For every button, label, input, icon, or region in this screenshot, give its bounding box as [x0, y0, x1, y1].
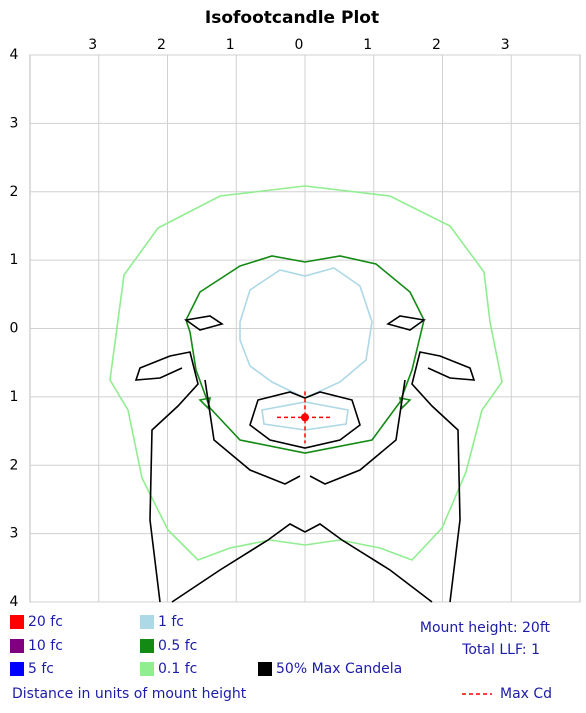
y-tick-label: 3 — [10, 526, 19, 542]
x-tick-label: 3 — [88, 37, 97, 53]
y-tick-label: 0 — [10, 321, 19, 337]
y-tick-label: 2 — [10, 184, 19, 200]
y-tick-label: 3 — [10, 115, 19, 131]
x-tick-label: 2 — [432, 37, 441, 53]
x-tick-label: 1 — [363, 37, 372, 53]
max-cd-point — [301, 413, 309, 422]
y-tick-label: 4 — [10, 47, 19, 63]
legend-swatch — [10, 639, 24, 653]
legend-swatch — [140, 662, 154, 676]
legend-swatch — [10, 615, 24, 629]
contour-max-candela — [134, 315, 476, 603]
x-tick-label: 1 — [226, 37, 235, 53]
y-tick-label: 1 — [10, 252, 19, 268]
x-tick-label: 2 — [157, 37, 166, 53]
legend-label: 1 fc — [158, 614, 184, 630]
legend-swatch — [10, 662, 24, 676]
x-axis-label: Distance in units of mount height — [12, 686, 247, 702]
legend-label: 5 fc — [28, 661, 54, 677]
legend-label: 50% Max Candela — [276, 661, 402, 677]
x-tick-label: 3 — [501, 37, 510, 53]
legend-label: 0.5 fc — [158, 638, 197, 654]
legend-swatch — [258, 662, 272, 676]
y-tick-label: 1 — [10, 389, 19, 405]
max-cd-legend-label: Max Cd — [500, 686, 552, 702]
contour-0.1fc — [109, 185, 503, 561]
contour-1fc — [239, 267, 373, 431]
legend-swatch — [140, 615, 154, 629]
y-tick-label: 4 — [10, 594, 19, 610]
x-tick-label: 0 — [295, 37, 304, 53]
legend-label: 20 fc — [28, 614, 63, 630]
legend-label: 10 fc — [28, 638, 63, 654]
legend-swatch — [140, 639, 154, 653]
chart-title: Isofootcandle Plot — [205, 8, 379, 28]
y-tick-label: 2 — [10, 457, 19, 473]
legend-label: 0.1 fc — [158, 661, 197, 677]
info-text: Total LLF: 1 — [461, 642, 540, 658]
info-text: Mount height: 20ft — [420, 620, 551, 636]
